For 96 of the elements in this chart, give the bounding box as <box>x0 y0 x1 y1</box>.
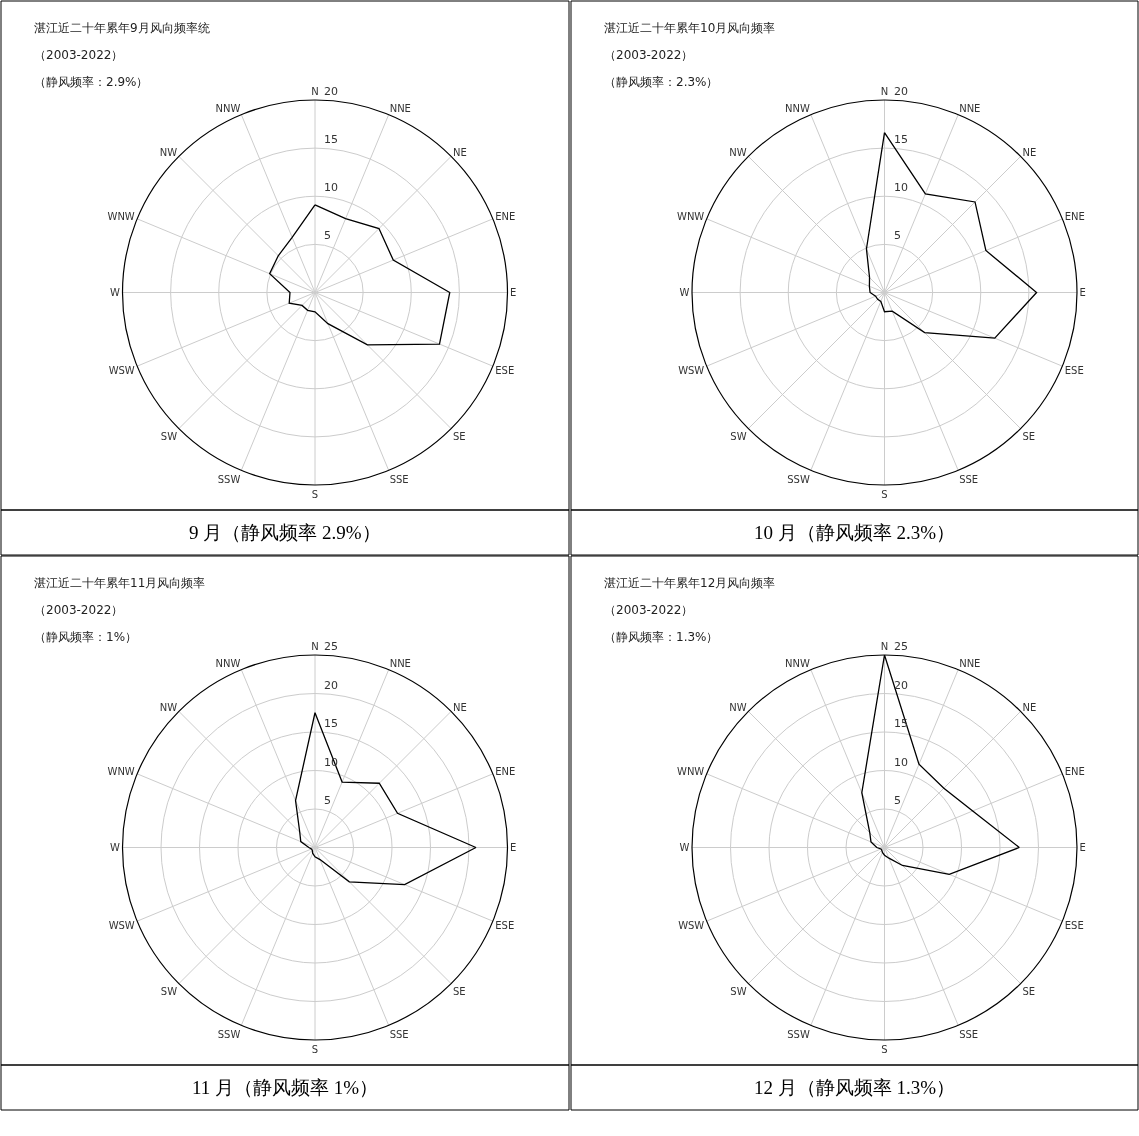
spoke-label: NNW <box>215 657 241 669</box>
spoke-label: W <box>679 842 690 853</box>
y-tick-label: 5 <box>894 229 901 242</box>
y-tick-label: 10 <box>894 756 908 769</box>
spoke-label: SSE <box>389 1029 409 1041</box>
spoke-label: NW <box>729 146 747 158</box>
spoke-label: E <box>1079 842 1086 853</box>
spoke-label: SE <box>452 986 466 997</box>
spoke-label: WSW <box>678 365 705 377</box>
spoke-label: SSE <box>959 1029 979 1041</box>
spoke-label: WNW <box>107 211 135 223</box>
spoke-label: N <box>311 86 319 98</box>
y-tick-label: 25 <box>894 640 908 653</box>
spoke-label: SE <box>1022 431 1036 442</box>
spoke-label: WNW <box>107 766 135 778</box>
text: 11 月（静风频率 1%） <box>192 1077 379 1098</box>
spoke-label: W <box>679 287 690 298</box>
spoke-label: WSW <box>678 920 705 932</box>
spoke-label: ENE <box>1064 211 1085 223</box>
chart-subtitle: （2003-2022） <box>604 48 694 62</box>
y-tick-label: 20 <box>324 85 338 98</box>
y-tick-label: 15 <box>324 133 338 146</box>
spoke-label: SSE <box>959 474 979 486</box>
chart-subtitle: （2003-2022） <box>604 603 694 617</box>
text: 10 月（静风频率 2.3%） <box>754 522 956 543</box>
spoke-label: SE <box>452 431 466 442</box>
text: （静风频率：1.3%） <box>604 630 719 644</box>
spoke-label: NNE <box>959 657 981 669</box>
spoke-label: NE <box>452 146 467 158</box>
spoke-label: ENE <box>495 211 516 223</box>
spoke-label: ENE <box>1064 766 1085 778</box>
chart-title: 湛江近二十年累年10月风向频率 <box>604 21 776 35</box>
spoke-label: S <box>311 488 319 500</box>
spoke-label: E <box>510 287 517 298</box>
spoke-label: N <box>311 641 319 653</box>
y-tick-label: 10 <box>324 181 338 194</box>
spoke-label: NW <box>159 146 178 158</box>
chart-subtitle: （2003-2022） <box>34 48 124 62</box>
spoke-label: ESE <box>1064 365 1084 377</box>
chart-title: 湛江近二十年累年12月风向频率 <box>604 576 776 590</box>
spoke-label: W <box>110 287 121 298</box>
spoke-label: S <box>311 1043 319 1055</box>
text: （静风频率：1%） <box>34 630 138 644</box>
spoke-label: NNE <box>389 657 411 669</box>
spoke-label: WNW <box>676 766 705 778</box>
spoke-label: NE <box>1022 146 1037 158</box>
spoke-label: SW <box>730 431 747 442</box>
text: （静风频率：2.9%） <box>34 75 149 89</box>
spoke-label: N <box>880 641 889 653</box>
spoke-label: ESE <box>1064 920 1084 932</box>
y-tick-label: 10 <box>894 181 908 194</box>
y-tick-label: 15 <box>324 717 338 730</box>
text: 12 月（静风频率 1.3%） <box>754 1077 956 1098</box>
y-tick-label: 20 <box>894 679 908 692</box>
y-tick-label: 20 <box>894 85 908 98</box>
spoke-label: NE <box>452 701 467 713</box>
spoke-label: SSE <box>389 474 409 486</box>
y-tick-label: 5 <box>324 794 331 807</box>
y-tick-label: 25 <box>324 640 338 653</box>
chart-title: 湛江近二十年累年9月风向频率统 <box>34 21 210 35</box>
spoke-label: NW <box>159 701 178 713</box>
spoke-label: SW <box>160 986 178 997</box>
spoke-label: ESE <box>495 365 515 377</box>
spoke-label: S <box>881 1043 888 1055</box>
text: （静风频率：2.3%） <box>604 75 719 89</box>
spoke-label: NNW <box>784 102 810 114</box>
spoke-label: NNW <box>784 657 810 669</box>
chart-title: 湛江近二十年累年11月风向频率 <box>34 576 206 590</box>
spoke-label: WSW <box>108 920 135 932</box>
spoke-label: NW <box>729 701 747 713</box>
y-tick-label: 15 <box>894 133 908 146</box>
spoke-label: S <box>881 488 888 500</box>
spoke-label: WSW <box>108 365 135 377</box>
spoke-label: SSW <box>787 474 810 486</box>
spoke-label: SE <box>1022 986 1036 997</box>
y-tick-label: 5 <box>324 229 331 242</box>
spoke-label: ENE <box>495 766 516 778</box>
spoke-label: NNW <box>215 102 241 114</box>
spoke-label: NNE <box>389 102 411 114</box>
chart-subtitle: （2003-2022） <box>34 603 124 617</box>
spoke-label: NE <box>1022 701 1037 713</box>
spoke-label: E <box>1079 287 1086 298</box>
spoke-label: SSW <box>217 1029 241 1041</box>
text: 9 月（静风频率 2.9%） <box>189 522 381 543</box>
spoke-label: N <box>880 86 889 98</box>
spoke-label: SW <box>160 431 178 442</box>
spoke-label: SW <box>730 986 747 997</box>
spoke-label: SSW <box>787 1029 810 1041</box>
spoke-label: WNW <box>676 211 705 223</box>
spoke-label: SSW <box>217 474 241 486</box>
spoke-label: NNE <box>959 102 981 114</box>
spoke-label: E <box>510 842 517 853</box>
spoke-label: W <box>110 842 121 853</box>
spoke-label: ESE <box>495 920 515 932</box>
y-tick-label: 20 <box>324 679 338 692</box>
y-tick-label: 5 <box>894 794 901 807</box>
